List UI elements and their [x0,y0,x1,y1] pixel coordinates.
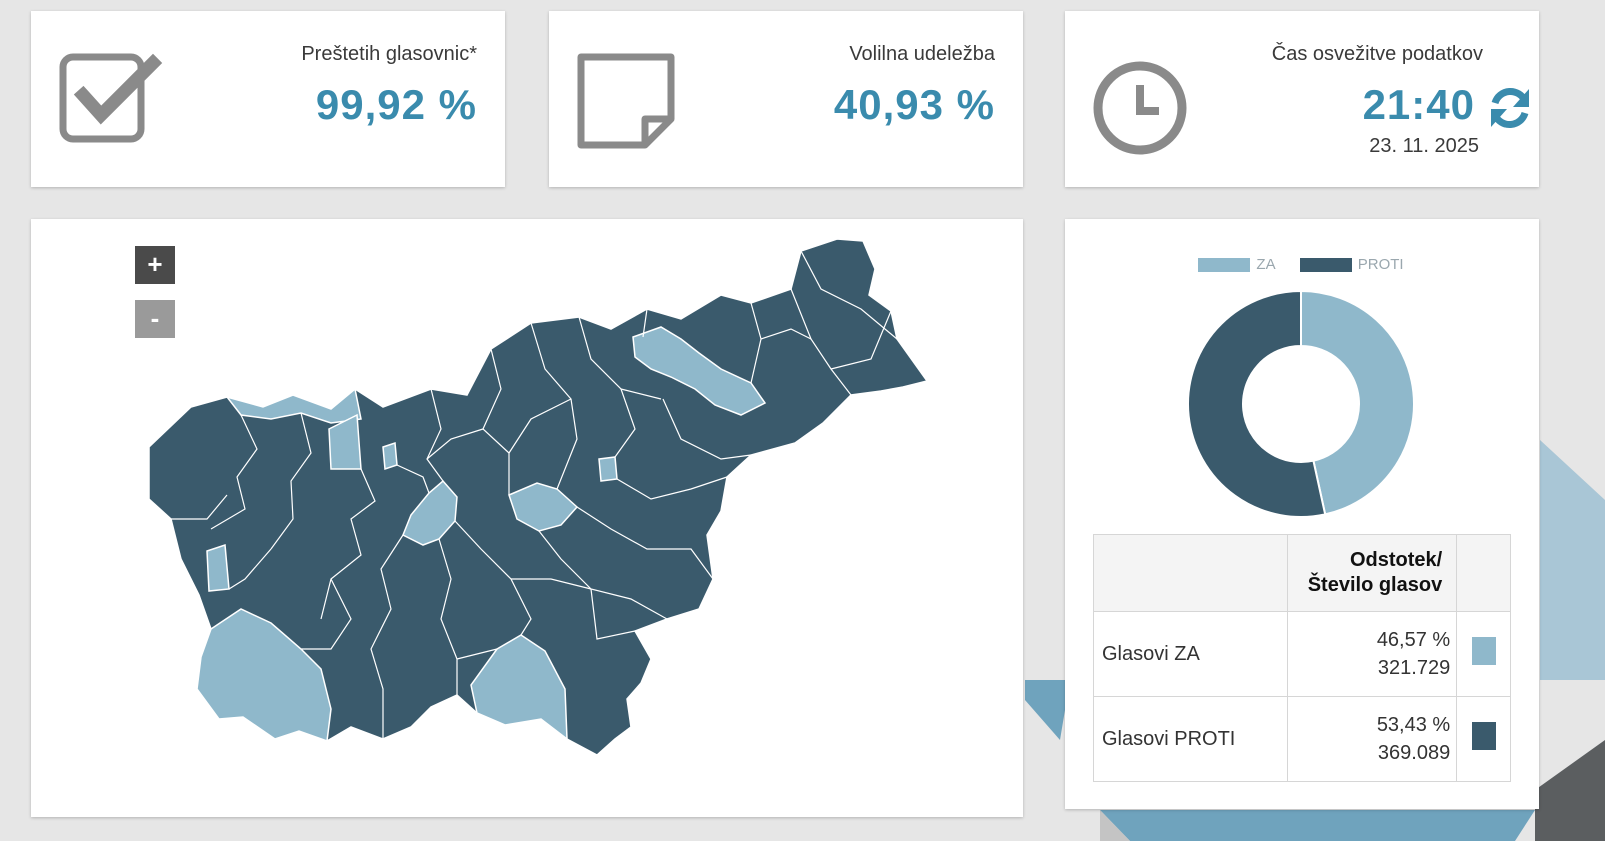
refresh-time-label: Čas osvežitve podatkov [1271,43,1483,65]
table-row: Glasovi PROTI 53,43 % 369.089 [1092,696,1511,782]
zoom-in-button[interactable]: + [135,246,175,284]
row-swatch-proti [1471,722,1496,750]
chart-legend: ZA PROTI [1065,256,1537,276]
legend-item-proti[interactable]: PROTI [1299,256,1404,273]
counted-ballots-card: Preštetih glasovnic* 99,92 % [31,11,505,187]
map-region-za-primorska [196,608,332,743]
results-map[interactable] [31,219,1023,817]
refresh-icon[interactable] [1485,83,1535,133]
row-values-proti: 53,43 % 369.089 [1287,696,1458,782]
turnout-label: Volilna udeležba [849,43,995,65]
counted-ballots-value: 99,92 % [315,81,477,128]
map-region-za-kocevje [470,634,568,741]
row-label-proti: Glasovi PROTI [1092,696,1289,782]
row-label-za: Glasovi ZA [1092,611,1289,697]
row-swatch-cell-proti [1456,696,1511,782]
row-percent-proti: 53,43 % [1376,714,1451,736]
map-card: + - [31,219,1023,817]
row-percent-za: 46,57 % [1376,629,1451,651]
results-table: Odstotek/ Število glasov Glasovi ZA 46,5… [1092,534,1511,782]
refresh-time-card: Čas osvežitve podatkov 21:40 23. 11. 202… [1065,11,1539,187]
row-swatch-cell-za [1456,611,1511,697]
refresh-date: 23. 11. 2025 [1369,135,1479,157]
map-municipality-borders [171,250,898,739]
table-row: Glasovi ZA 46,57 % 321.729 [1092,611,1511,697]
zoom-out-button[interactable]: - [135,300,175,338]
row-votes-proti: 369.089 [1377,742,1451,764]
legend-label-za: ZA [1256,256,1276,273]
map-region-za-small-1 [382,441,398,471]
turnout-card: Volilna udeležba 40,93 % [549,11,1023,187]
map-region-za-small-2 [598,456,618,482]
results-table-header-row: Odstotek/ Število glasov [1092,534,1511,612]
results-table-empty-header [1092,534,1289,612]
refresh-time-value: 21:40 [1362,81,1475,128]
map-region-za-celje [508,482,579,532]
map-region-za-west [206,543,230,592]
donut-slice-za[interactable] [1300,289,1415,516]
legend-label-proti: PROTI [1357,256,1404,273]
map-region-za-maribor [632,326,767,416]
counted-ballots-label: Preštetih glasovnic* [301,43,477,65]
donut-slice-proti[interactable] [1187,289,1327,518]
results-chart-card: ZA PROTI Odstotek/ Število glasov Glasov… [1065,219,1539,809]
clock-icon [1093,61,1187,155]
map-region-za-north-west [225,387,362,424]
checkbox-checked-icon [59,53,163,143]
results-table-swatch-header [1456,534,1511,612]
row-values-za: 46,57 % 321.729 [1287,611,1458,697]
results-table-header: Odstotek/ Število glasov [1287,534,1458,612]
legend-swatch-proti [1299,257,1352,272]
legend-swatch-za [1198,257,1251,272]
row-votes-za: 321.729 [1377,657,1451,679]
turnout-value: 40,93 % [833,81,995,128]
legend-item-za[interactable]: ZA [1198,256,1276,273]
donut-chart [1187,289,1415,518]
note-icon [577,53,675,149]
row-swatch-za [1471,637,1496,665]
